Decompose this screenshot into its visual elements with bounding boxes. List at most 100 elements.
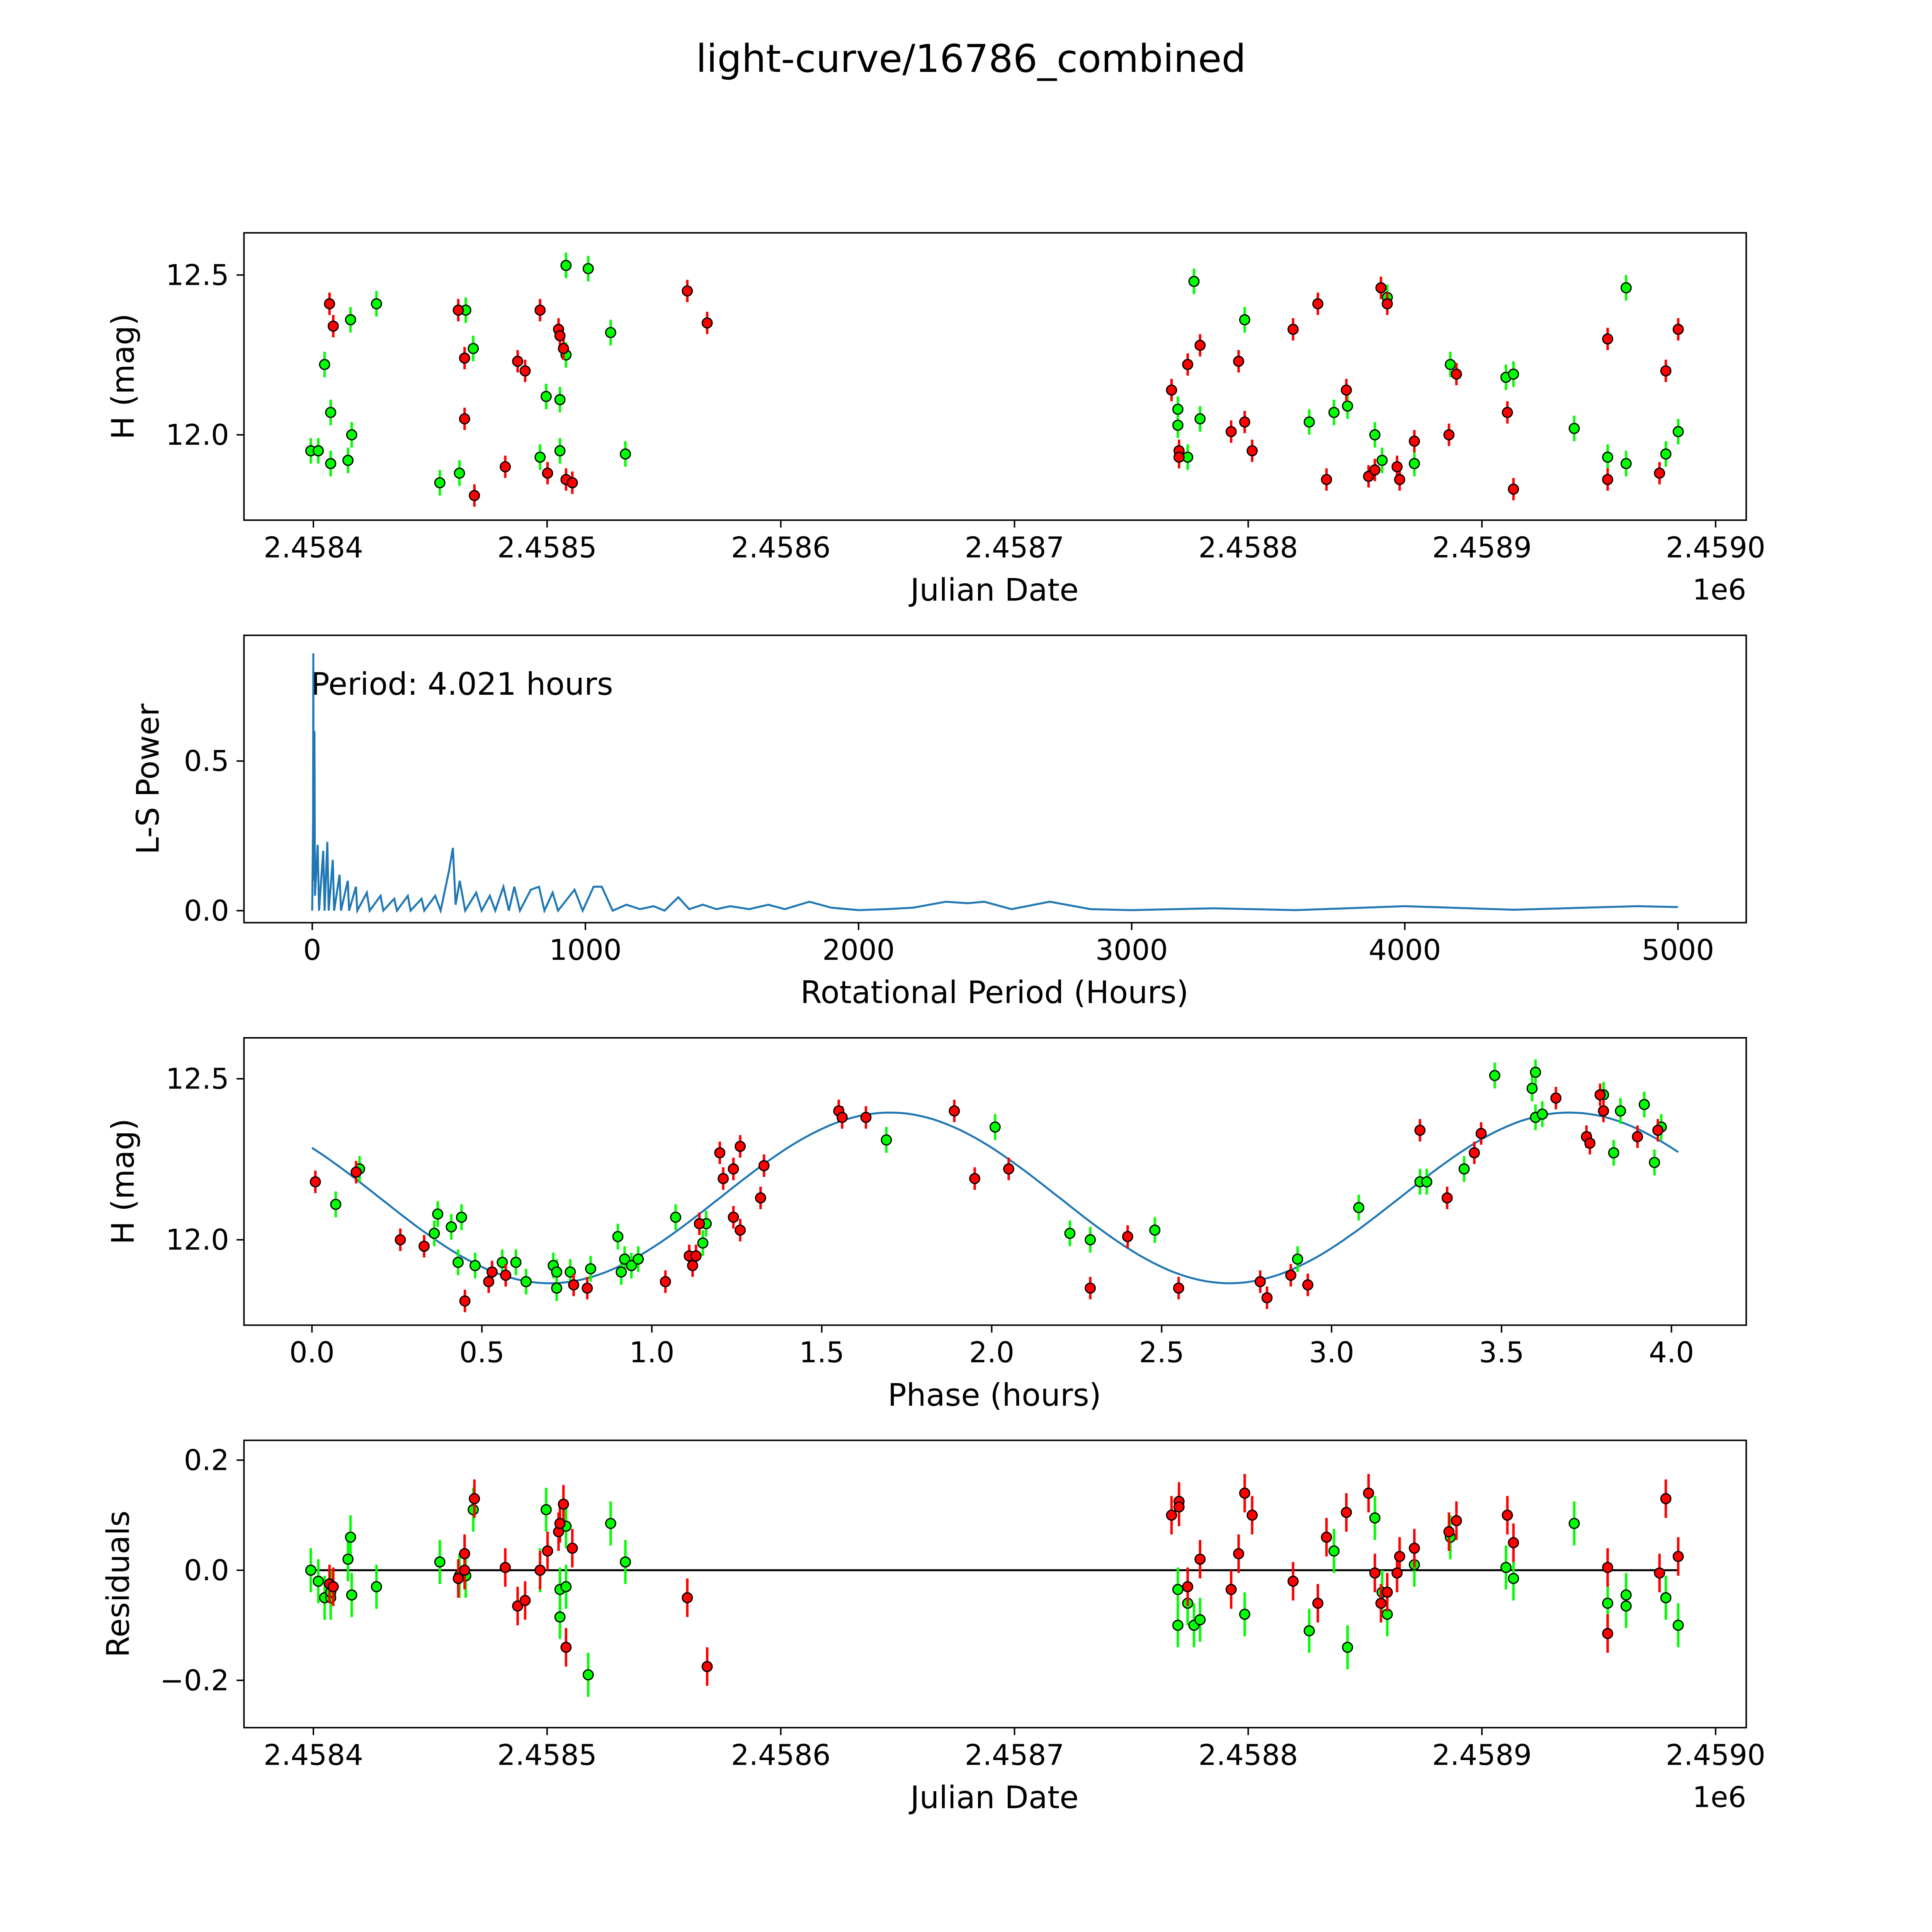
data-point — [325, 406, 337, 418]
residuals-panel: Julian Date Residuals 1e6 2.4584 2.4585 2.… — [100, 1439, 1765, 1815]
data-point — [1303, 416, 1315, 428]
phase-panel: Phase (hours) H (mag) 0.0 0.5 1.0 1.5 2.0 2.5… — [105, 1037, 1747, 1413]
y-tick-label: 12.5 — [166, 259, 229, 292]
data-point — [452, 1573, 464, 1584]
data-point — [605, 1518, 616, 1529]
data-point — [1122, 1231, 1133, 1242]
data-point — [1303, 1625, 1315, 1636]
data-point — [1166, 1509, 1177, 1521]
y-tick-label: 12.0 — [166, 1224, 229, 1257]
data-point — [429, 1228, 440, 1239]
data-point — [1391, 1567, 1403, 1579]
y-axis-label: H (mag) — [105, 1119, 141, 1245]
data-point — [1649, 1157, 1660, 1168]
data-point — [1302, 1279, 1313, 1291]
data-point — [542, 1545, 553, 1557]
data-point — [1247, 1509, 1258, 1521]
data-point — [1530, 1066, 1541, 1078]
data-point — [1225, 426, 1237, 437]
data-point — [534, 304, 546, 316]
data-point — [469, 490, 480, 501]
data-point — [860, 1112, 872, 1123]
data-point — [1408, 458, 1420, 469]
data-point — [1652, 1124, 1663, 1136]
data-point — [612, 1231, 624, 1242]
data-point — [1194, 340, 1206, 351]
data-point — [1312, 298, 1324, 310]
data-point — [633, 1253, 644, 1265]
data-point — [1194, 413, 1206, 425]
data-point — [446, 1221, 457, 1233]
data-point — [345, 1531, 356, 1543]
data-point — [305, 1565, 316, 1576]
data-point — [1475, 1128, 1487, 1139]
data-point — [969, 1173, 980, 1184]
data-point — [1672, 1551, 1684, 1562]
data-point — [554, 445, 566, 457]
data-point — [1085, 1234, 1096, 1246]
data-point — [701, 317, 713, 329]
data-point — [1363, 1487, 1374, 1499]
data-point — [1287, 323, 1299, 335]
data-point — [1342, 1641, 1353, 1653]
x-tick-label: 2.4589 — [1432, 1739, 1532, 1772]
data-point — [1239, 314, 1250, 325]
data-point — [1353, 1202, 1364, 1213]
data-point — [728, 1211, 739, 1223]
data-point — [551, 1266, 563, 1278]
data-point — [541, 1504, 552, 1515]
plot-area — [305, 1474, 1684, 1697]
x-tick-label: 2.4590 — [1666, 1739, 1765, 1772]
data-point — [1225, 1584, 1237, 1595]
x-tick-label: 2.4585 — [497, 1739, 597, 1772]
x-tick-label: 0.0 — [289, 1337, 335, 1369]
data-point — [1369, 464, 1381, 476]
data-point — [418, 1240, 430, 1252]
data-point — [554, 1518, 566, 1529]
data-point — [1233, 355, 1244, 367]
x-tick-label: 2.4590 — [1666, 531, 1765, 564]
data-point — [560, 1641, 572, 1653]
data-point — [1287, 1575, 1299, 1587]
data-point — [534, 451, 546, 463]
data-point — [1292, 1253, 1303, 1265]
data-point — [694, 1218, 705, 1230]
data-point — [1620, 1600, 1632, 1612]
data-point — [469, 1260, 481, 1271]
data-point — [1239, 1487, 1250, 1499]
data-point — [1508, 1573, 1519, 1584]
data-point — [1421, 1176, 1432, 1187]
data-point — [1672, 323, 1684, 335]
data-point — [1194, 1614, 1206, 1626]
data-point — [1369, 1512, 1381, 1524]
x-tick-label: 1.0 — [629, 1337, 674, 1369]
data-point — [500, 1562, 511, 1573]
data-point — [1458, 1163, 1470, 1175]
data-point — [468, 343, 479, 354]
data-point — [319, 359, 330, 370]
x-tick-label: 2.4586 — [731, 531, 831, 564]
data-point — [1469, 1147, 1480, 1158]
data-point — [1508, 368, 1519, 380]
data-point — [1340, 1507, 1352, 1518]
data-point — [1602, 451, 1613, 463]
data-point — [328, 320, 339, 332]
data-point — [1188, 276, 1200, 287]
data-point — [346, 1589, 357, 1601]
data-point — [1602, 333, 1613, 345]
data-point — [1508, 1537, 1519, 1548]
y-tick-label: 12.5 — [166, 1063, 229, 1095]
data-point — [1369, 429, 1381, 440]
y-tick-label: 0.2 — [184, 1444, 229, 1477]
data-point — [1414, 1124, 1426, 1136]
data-point — [582, 263, 594, 274]
data-point — [459, 1565, 470, 1576]
data-point — [697, 1237, 709, 1249]
data-point — [350, 1167, 362, 1178]
x-axis-label: Rotational Period (Hours) — [801, 975, 1189, 1010]
data-point — [1672, 426, 1684, 437]
x-tick-label: 2.4588 — [1198, 531, 1298, 564]
data-point — [1526, 1083, 1538, 1094]
data-point — [1660, 1592, 1672, 1604]
data-point — [1615, 1105, 1626, 1117]
